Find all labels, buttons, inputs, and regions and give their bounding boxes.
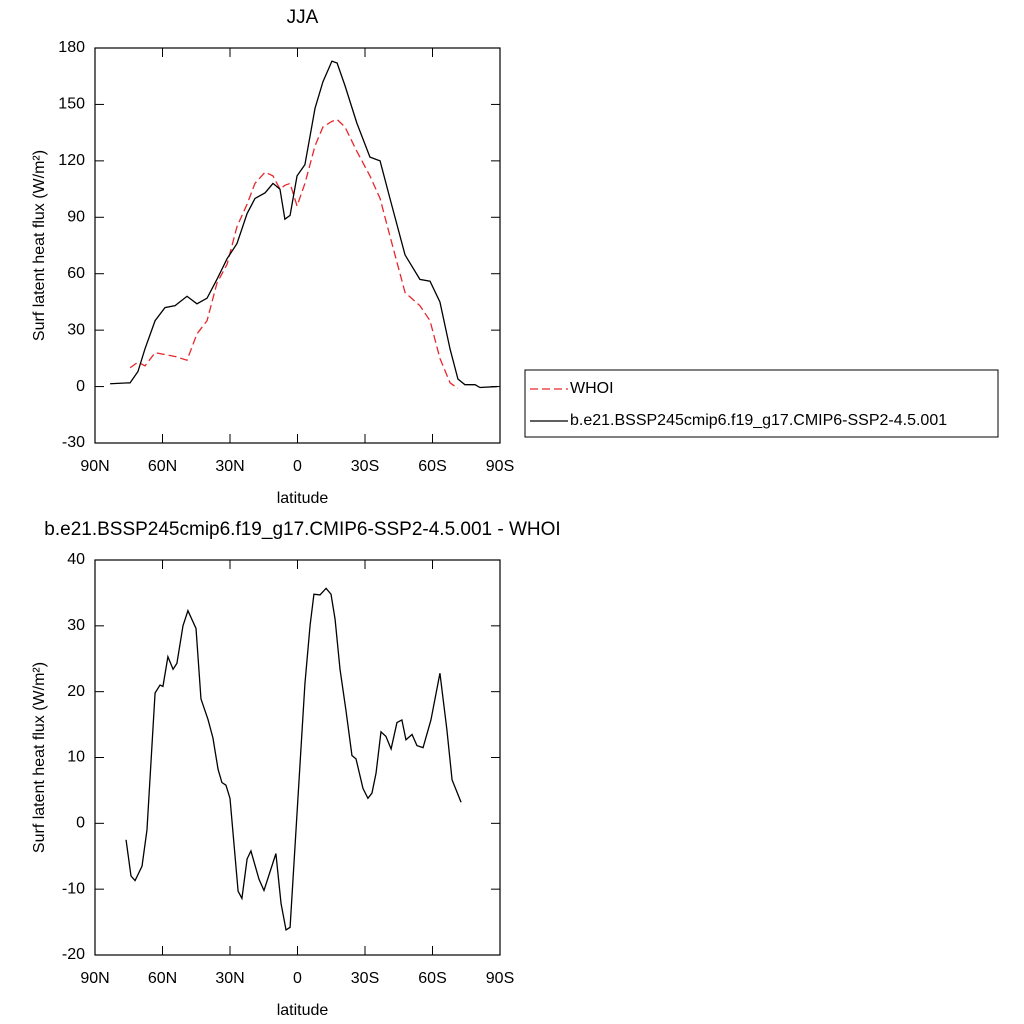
legend-box bbox=[524, 369, 999, 438]
y-tick-label: 20 bbox=[67, 683, 85, 700]
y-tick-label: 120 bbox=[58, 152, 85, 169]
data-line bbox=[129, 118, 459, 389]
x-tick-label: 90S bbox=[486, 458, 514, 475]
x-tick-label: 0 bbox=[293, 970, 302, 987]
y-tick-label: 30 bbox=[67, 321, 85, 338]
y-tick-label: 0 bbox=[76, 378, 85, 395]
x-tick-label: 90N bbox=[80, 458, 109, 475]
x-tick-label: 0 bbox=[293, 458, 302, 475]
x-axis-label: latitude bbox=[277, 490, 329, 507]
x-tick-label: 30N bbox=[215, 458, 244, 475]
data-line bbox=[125, 587, 462, 932]
x-tick-label: 60S bbox=[418, 458, 446, 475]
chart-title: JJA bbox=[287, 7, 319, 28]
x-tick-label: 30N bbox=[215, 970, 244, 987]
plot-frame bbox=[94, 47, 501, 444]
legend-label: WHOI bbox=[570, 380, 614, 397]
y-tick-label: 10 bbox=[67, 749, 85, 766]
y-tick-label: 60 bbox=[67, 265, 85, 282]
y-axis-label: Surf latent heat flux (W/m²) bbox=[31, 150, 48, 341]
x-tick-label: 90S bbox=[486, 970, 514, 987]
x-tick-label: 60N bbox=[148, 458, 177, 475]
data-line bbox=[110, 60, 498, 389]
plot-frame bbox=[94, 559, 501, 956]
x-tick-label: 90N bbox=[80, 970, 109, 987]
y-tick-label: -10 bbox=[62, 880, 85, 897]
y-tick-label: 150 bbox=[58, 96, 85, 113]
x-axis-label: latitude bbox=[277, 1002, 329, 1019]
y-tick-label: 0 bbox=[76, 815, 85, 832]
x-tick-label: 30S bbox=[351, 970, 379, 987]
y-tick-label: -30 bbox=[62, 434, 85, 451]
x-tick-label: 60S bbox=[418, 970, 446, 987]
y-tick-label: 40 bbox=[67, 551, 85, 568]
chart-title: b.e21.BSSP245cmip6.f19_g17.CMIP6-SSP2-4.… bbox=[44, 519, 560, 540]
y-axis-label: Surf latent heat flux (W/m²) bbox=[31, 662, 48, 853]
x-tick-label: 30S bbox=[351, 458, 379, 475]
y-tick-label: 30 bbox=[67, 617, 85, 634]
y-tick-label: -20 bbox=[62, 946, 85, 963]
y-tick-label: 90 bbox=[67, 209, 85, 226]
x-tick-label: 60N bbox=[148, 970, 177, 987]
y-tick-label: 180 bbox=[58, 39, 85, 56]
legend-label: b.e21.BSSP245cmip6.f19_g17.CMIP6-SSP2-4.… bbox=[570, 412, 947, 429]
